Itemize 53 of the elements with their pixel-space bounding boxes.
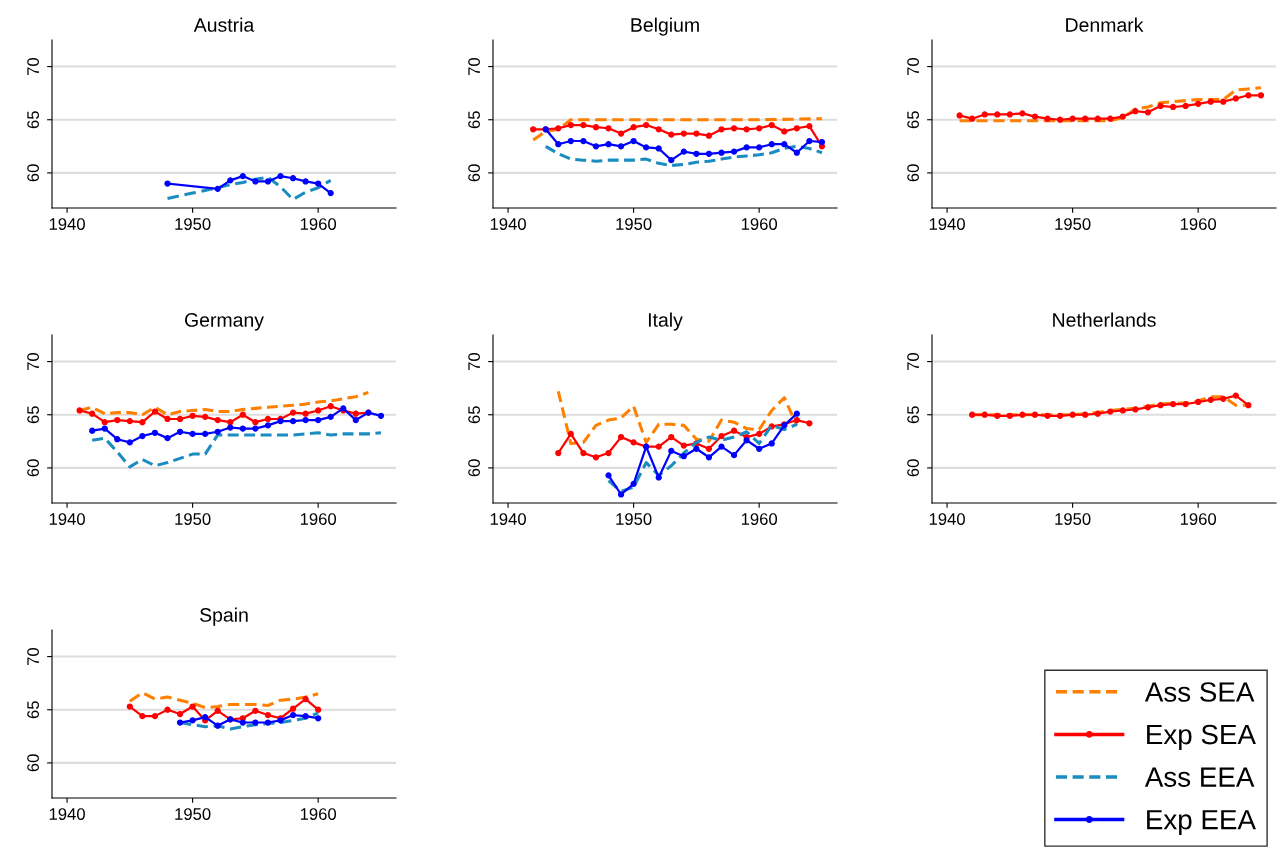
- x-tick-label: 1960: [300, 513, 337, 525]
- legend-label: Exp SEA: [1147, 724, 1256, 750]
- legend-label: Exp EEA: [1147, 810, 1256, 835]
- x-tick-label: 1940: [929, 218, 965, 230]
- chart-title: Austria: [193, 17, 255, 32]
- y-tick-label: 65: [907, 406, 919, 424]
- x-tick-label: 1950: [616, 218, 652, 230]
- x-tick-label: 1950: [1055, 218, 1091, 230]
- x-tick-label: 1960: [741, 513, 778, 525]
- y-tick-label: 70: [27, 647, 39, 665]
- y-tick-label: 60: [468, 459, 480, 477]
- chart-title: Netherlands: [1053, 312, 1156, 327]
- chart-title: Belgium: [631, 17, 699, 36]
- x-tick-label: 1940: [490, 218, 526, 230]
- x-tick-label: 1950: [175, 218, 211, 230]
- chart-title: Italy: [648, 312, 683, 331]
- x-tick-label: 1950: [175, 513, 211, 525]
- y-tick-label: 60: [468, 164, 480, 182]
- x-tick-label: 1960: [741, 218, 778, 230]
- x-tick-label: 1960: [300, 808, 337, 820]
- y-tick-label: 60: [907, 459, 919, 477]
- y-tick-label: 60: [27, 459, 39, 477]
- y-tick-label: 70: [27, 57, 39, 75]
- y-tick-label: 65: [27, 111, 39, 129]
- x-tick-label: 1950: [175, 808, 211, 820]
- x-tick-label: 1950: [616, 513, 652, 525]
- x-tick-label: 1960: [1180, 513, 1217, 525]
- y-tick-label: 70: [468, 57, 480, 75]
- legend-label: Ass SEA: [1144, 682, 1255, 702]
- x-tick-label: 1940: [49, 513, 85, 525]
- chart-title: Denmark: [1066, 17, 1144, 32]
- y-tick-label: 65: [27, 406, 39, 424]
- y-tick-label: 60: [27, 164, 39, 182]
- y-tick-label: 60: [907, 164, 919, 182]
- x-tick-label: 1940: [49, 218, 85, 230]
- legend-label: Ass EEA: [1144, 767, 1255, 787]
- y-tick-label: 70: [907, 352, 919, 370]
- y-tick-label: 70: [468, 352, 480, 370]
- y-tick-label: 70: [907, 57, 919, 75]
- y-tick-label: 65: [907, 111, 919, 129]
- y-tick-label: 65: [468, 406, 480, 424]
- y-tick-label: 65: [468, 111, 480, 129]
- x-tick-label: 1940: [49, 808, 85, 820]
- x-tick-label: 1940: [490, 513, 526, 525]
- y-tick-label: 65: [27, 701, 39, 719]
- chart-title: Germany: [185, 313, 264, 331]
- chart-title: Spain: [200, 607, 248, 626]
- x-tick-label: 1950: [1055, 513, 1091, 525]
- y-tick-label: 60: [27, 754, 39, 772]
- x-tick-label: 1940: [929, 513, 965, 525]
- x-tick-label: 1960: [300, 218, 337, 230]
- x-tick-label: 1960: [1180, 218, 1217, 230]
- y-tick-label: 70: [27, 352, 39, 370]
